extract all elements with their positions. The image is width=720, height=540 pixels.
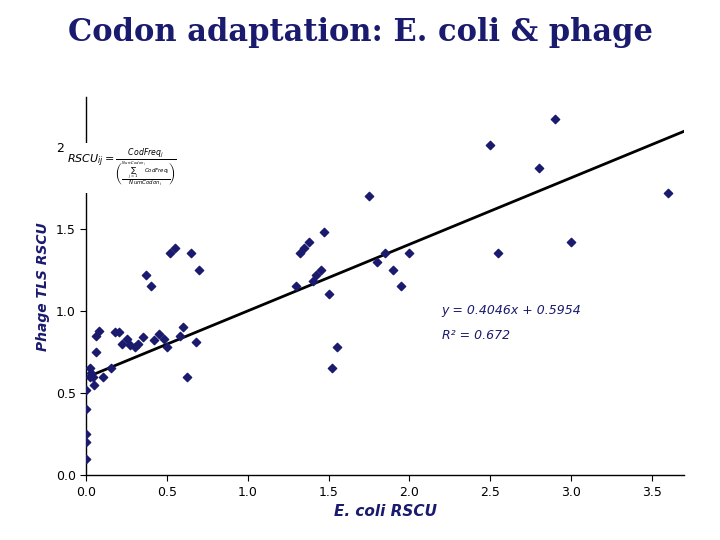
Point: [81, 430, 92, 438]
Point: [109, 328, 121, 336]
Point: [153, 329, 165, 338]
Point: [87, 372, 99, 381]
Point: [89, 381, 100, 389]
Point: [90, 348, 102, 356]
Text: R² = 0.672: R² = 0.672: [442, 329, 510, 342]
Point: [140, 271, 152, 279]
Point: [145, 282, 157, 291]
Point: [310, 271, 322, 279]
Point: [307, 277, 318, 286]
Point: [84, 372, 95, 381]
Point: [81, 438, 92, 447]
Point: [86, 369, 97, 377]
Point: [291, 282, 302, 291]
Point: [372, 257, 383, 266]
Point: [364, 192, 375, 200]
Point: [165, 249, 176, 258]
Point: [96, 372, 108, 381]
Point: [178, 323, 189, 332]
Point: [129, 343, 140, 352]
Point: [299, 244, 310, 253]
Point: [315, 266, 326, 274]
Point: [331, 343, 343, 352]
Text: $RSCU_{ij} = \frac{CodFreq_j}{\left(\frac{\sum_{j=1}^{NumCodon_i} CodFreq_j}{Num: $RSCU_{ij} = \frac{CodFreq_j}{\left(\fra…: [67, 146, 177, 189]
Point: [492, 249, 504, 258]
Point: [105, 364, 117, 373]
Point: [326, 364, 338, 373]
Point: [549, 114, 561, 123]
Point: [174, 331, 186, 340]
Point: [485, 140, 496, 149]
Point: [81, 386, 92, 394]
Point: [121, 334, 132, 343]
Point: [81, 455, 92, 463]
Point: [186, 249, 197, 258]
Point: [169, 244, 181, 253]
Point: [90, 331, 102, 340]
Text: Codon adaptation: E. coli & phage: Codon adaptation: E. coli & phage: [68, 17, 652, 48]
Point: [113, 328, 125, 336]
Point: [387, 266, 399, 274]
Point: [158, 334, 170, 343]
Point: [81, 405, 92, 414]
Y-axis label: Phage TLS RSCU: Phage TLS RSCU: [37, 222, 50, 350]
Point: [116, 340, 127, 348]
Point: [132, 340, 144, 348]
Point: [125, 341, 136, 350]
Point: [304, 238, 315, 246]
Point: [395, 282, 407, 291]
Point: [323, 290, 334, 299]
Point: [662, 188, 674, 197]
Point: [379, 249, 391, 258]
Point: [404, 249, 415, 258]
Point: [84, 364, 95, 373]
Point: [138, 333, 149, 341]
Text: y = 0.4046x + 0.5954: y = 0.4046x + 0.5954: [442, 305, 582, 318]
Point: [294, 249, 305, 258]
Point: [191, 338, 202, 346]
Point: [533, 164, 544, 172]
Point: [565, 238, 577, 246]
Point: [94, 326, 105, 335]
Point: [318, 228, 330, 237]
Point: [148, 336, 160, 345]
Point: [194, 266, 205, 274]
Point: [161, 343, 173, 352]
Point: [181, 372, 192, 381]
X-axis label: E. coli RSCU: E. coli RSCU: [333, 504, 437, 519]
